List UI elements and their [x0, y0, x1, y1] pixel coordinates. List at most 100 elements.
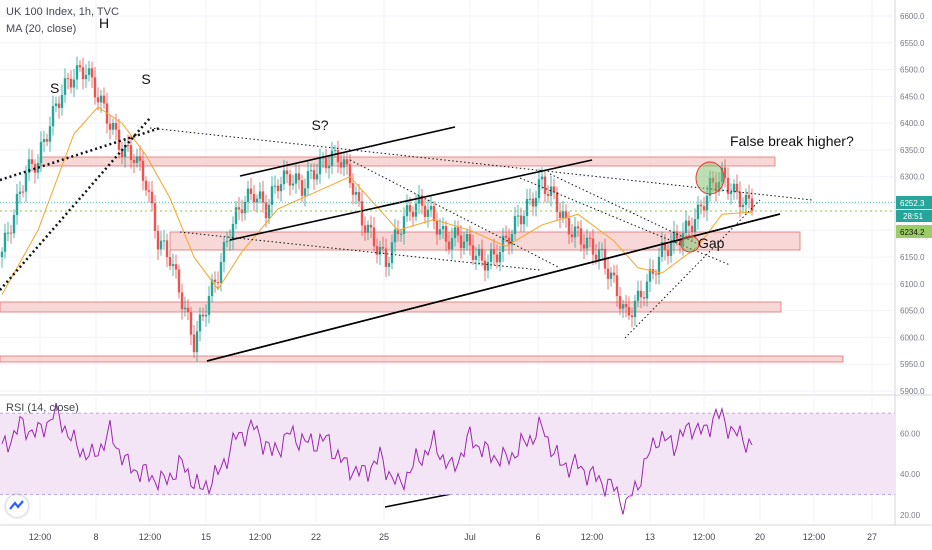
rsi-tick-label: 20.00	[900, 511, 921, 520]
candle-body	[45, 139, 49, 142]
candle-body	[375, 246, 379, 255]
candle-body	[414, 203, 418, 217]
candle-body	[294, 173, 298, 184]
candle-body	[516, 215, 520, 217]
candle-body	[192, 334, 196, 353]
candle-body	[663, 242, 667, 251]
candle-body	[258, 191, 262, 199]
candle-body	[624, 304, 628, 308]
candle-body	[357, 192, 361, 202]
dotted-trendline	[179, 231, 541, 271]
candle-body	[285, 170, 289, 175]
candle-body	[684, 220, 688, 234]
rsi-tick-label: 60.00	[900, 430, 921, 439]
candle-body	[108, 123, 112, 130]
candle-body	[642, 297, 646, 299]
candle-body	[690, 225, 694, 232]
price-tick-label: 6050.0	[900, 307, 925, 316]
candle-body	[306, 171, 310, 189]
tradingview-logo-icon[interactable]	[6, 495, 28, 517]
candle-body	[675, 231, 679, 239]
ma-price-tag-bg	[896, 225, 932, 238]
candle-body	[459, 235, 463, 248]
countdown-tag: 28:51	[903, 212, 924, 221]
candle-body	[42, 139, 46, 142]
ma-header: MA (20, close)	[6, 23, 77, 35]
dotted-trendline	[149, 127, 813, 201]
candle-body	[324, 157, 328, 169]
candle-body	[441, 226, 445, 230]
candle-body	[3, 232, 7, 252]
candle-body	[273, 185, 277, 187]
annotation-s-left: S	[50, 80, 59, 96]
dotted-trendline	[349, 159, 561, 269]
candle-body	[732, 183, 736, 192]
time-tick-label: 12:00	[803, 532, 826, 542]
candle-body	[648, 269, 652, 282]
candle-body	[501, 235, 505, 252]
candle-body	[426, 209, 430, 217]
candle-body	[573, 226, 577, 238]
candle-body	[465, 234, 469, 242]
candle-body	[318, 158, 322, 175]
candle-body	[267, 204, 271, 219]
candle-body	[561, 211, 565, 218]
rsi-tick-label: 40.00	[900, 470, 921, 479]
candle-body	[609, 272, 613, 279]
candle-body	[474, 255, 478, 260]
gap-circle	[680, 235, 700, 253]
candle-body	[576, 226, 580, 229]
candle-body	[126, 144, 130, 146]
candle-body	[252, 193, 256, 203]
candle-body	[522, 215, 526, 225]
rsi-line	[1, 402, 753, 515]
candle-body	[288, 174, 292, 186]
candle-body	[204, 314, 208, 317]
candle-body	[630, 315, 634, 318]
candle-body	[390, 242, 394, 264]
time-tick-label: 8	[93, 532, 98, 542]
candle-body	[504, 235, 508, 238]
candle-body	[489, 249, 493, 262]
candle-body	[243, 201, 247, 214]
candle-body	[534, 197, 538, 207]
candle-body	[39, 141, 43, 164]
symbol-header: UK 100 Index, 1h, TVC	[6, 6, 119, 18]
candle-body	[636, 290, 640, 301]
time-tick-label: 13	[645, 532, 655, 542]
candle-body	[672, 231, 676, 243]
candle-body	[96, 97, 100, 103]
price-tick-label: 5950.0	[900, 360, 925, 369]
candle-body	[420, 195, 424, 206]
candle-body	[627, 307, 631, 316]
candle-body	[312, 170, 316, 180]
candle-body	[591, 238, 595, 255]
candle-body	[114, 122, 118, 130]
candle-body	[483, 260, 487, 271]
candle-body	[555, 192, 559, 213]
candle-body	[660, 242, 664, 257]
candle-body	[213, 279, 217, 283]
candle-body	[606, 268, 610, 279]
price-tick-label: 6300.0	[900, 173, 925, 182]
candle-body	[570, 234, 574, 238]
candle-body	[519, 215, 523, 225]
candle-body	[333, 150, 337, 152]
candle-body	[396, 229, 400, 235]
candle-body	[567, 218, 571, 235]
candle-body	[492, 249, 496, 255]
time-tick-label: 15	[201, 532, 211, 542]
candle-body	[531, 198, 535, 207]
price-tick-label: 6500.0	[900, 66, 925, 75]
candle-body	[564, 211, 568, 219]
candle-body	[453, 227, 457, 239]
candle-body	[297, 173, 301, 181]
candle-body	[279, 184, 283, 192]
rsi-header: RSI (14, close)	[6, 402, 79, 414]
candle-body	[171, 264, 175, 266]
candle-body	[261, 191, 265, 203]
candle-body	[585, 237, 589, 249]
candle-body	[303, 188, 307, 196]
